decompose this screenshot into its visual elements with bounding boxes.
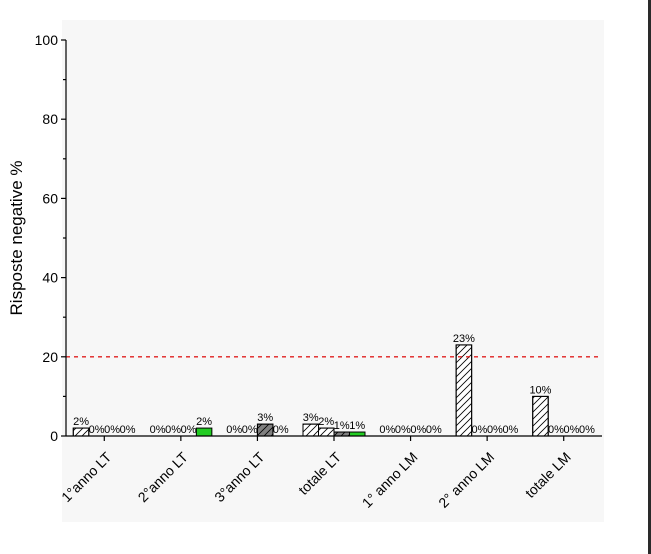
data-label: 0%: [242, 424, 258, 436]
y-tick-label: 40: [42, 270, 58, 286]
y-axis-title: Risposte negative %: [7, 161, 26, 316]
data-label: 0%: [579, 424, 595, 436]
data-label: 0%: [487, 424, 503, 436]
data-labels-group: 2%0% 0% 0% 0% 0% 0%2%0% 0%3%0%3% 2% 1% 1% 0% 0% 0% 0%…: [73, 333, 595, 436]
data-label: 0%: [564, 424, 580, 436]
bar-hatch: [302, 423, 319, 437]
bar-hatch: [455, 344, 473, 437]
y-tick-label: 20: [42, 349, 58, 365]
y-axis: 0 20 40 60 80 100: [35, 32, 67, 444]
bar-hatch: [532, 395, 549, 437]
data-label: 10%: [529, 384, 551, 396]
data-label: 2%: [318, 416, 334, 428]
y-tick-label: 100: [35, 32, 59, 48]
bar: [195, 427, 213, 437]
data-label: 0%: [181, 424, 197, 436]
data-label: 2%: [73, 416, 89, 428]
data-label: 0%: [410, 424, 426, 436]
y-tick-label: 80: [42, 111, 58, 127]
data-label: 0%: [426, 424, 442, 436]
data-label: 0%: [89, 424, 105, 436]
bar-hatch: [318, 427, 335, 437]
data-label: 0%: [548, 424, 564, 436]
data-label: 0%: [104, 424, 120, 436]
data-label: 0%: [165, 424, 181, 436]
data-label: 0%: [226, 424, 242, 436]
data-label: 23%: [453, 333, 475, 345]
bar-hatch: [256, 423, 274, 437]
data-label: 0%: [150, 424, 166, 436]
data-label: 2%: [196, 416, 212, 428]
data-label: 3%: [303, 412, 319, 424]
plot-background: [62, 20, 604, 522]
data-label: 3%: [257, 412, 273, 424]
data-label: 0%: [471, 424, 487, 436]
data-label: 0%: [120, 424, 136, 436]
right-border: [648, 0, 651, 554]
bar-hatch: [72, 427, 90, 437]
data-label: 0%: [502, 424, 518, 436]
y-tick-label: 60: [42, 190, 58, 206]
data-label: 1%: [349, 420, 365, 432]
data-label: 0%: [273, 424, 289, 436]
y-tick-label: 0: [50, 428, 58, 444]
data-label: 0%: [395, 424, 411, 436]
data-label: 0%: [379, 424, 395, 436]
data-label: 1%: [334, 420, 350, 432]
